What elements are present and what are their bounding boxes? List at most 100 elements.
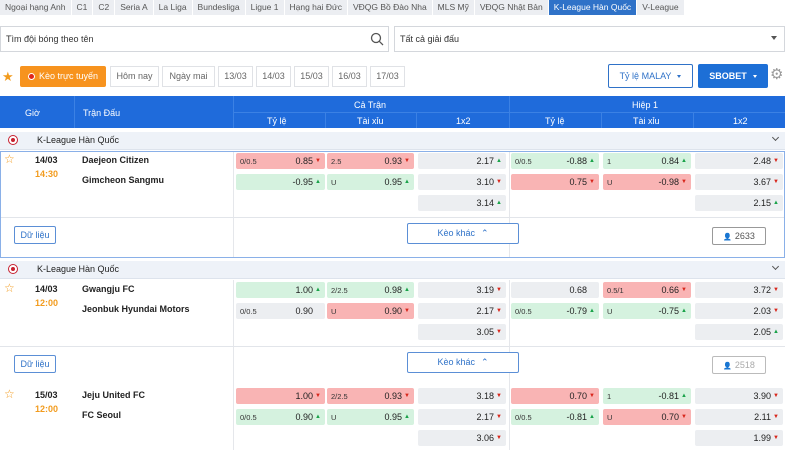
odds-cell[interactable]: 2/2.5 0.93 ▼: [327, 388, 414, 404]
odds-cell[interactable]: 0/0.5 -0.88 ▲: [511, 153, 599, 169]
watchers-badge[interactable]: 👤 2633: [712, 227, 766, 245]
odds-cell[interactable]: 0/0.5 -0.81 ▲: [511, 409, 599, 425]
odds-cell[interactable]: 2.17 ▼: [418, 303, 506, 319]
date-tab-1703[interactable]: 17/03: [370, 66, 405, 87]
league-row[interactable]: K-League Hàn Quốc: [0, 261, 785, 279]
date-tab-tomorrow[interactable]: Ngày mai: [162, 66, 215, 87]
odds-cell[interactable]: 0.70 ▼: [511, 388, 599, 404]
league-tab[interactable]: Ligue 1: [245, 0, 285, 15]
watchers-badge[interactable]: 👤 2518: [712, 356, 766, 374]
odds-cell[interactable]: 3.72 ▼: [695, 282, 783, 298]
odds-value: 1.00: [295, 285, 313, 295]
odds-cell[interactable]: U 0.95 ▲: [327, 174, 414, 190]
gear-icon[interactable]: ⚙: [770, 66, 784, 83]
date-tab-today[interactable]: Hôm nay: [110, 66, 159, 87]
league-tab[interactable]: Hạng hai Đức: [284, 0, 348, 15]
more-odds-label: Kèo khác: [437, 228, 475, 238]
odds-cell[interactable]: 2.11 ▼: [695, 409, 783, 425]
home-team: Jeju United FC: [82, 390, 146, 400]
league-tab[interactable]: V-League: [637, 0, 685, 15]
odds-cell[interactable]: 2.05 ▲: [695, 324, 783, 340]
match-date: 14/03: [35, 284, 58, 294]
odds-cell[interactable]: U 0.95 ▲: [327, 409, 414, 425]
league-tab[interactable]: C1: [71, 0, 94, 15]
odds-cell[interactable]: U 0.70 ▼: [603, 409, 691, 425]
bookmaker-select[interactable]: SBOBET: [698, 64, 768, 88]
league-tab[interactable]: C2: [93, 0, 116, 15]
team-search-input[interactable]: Tìm đội bóng theo tên: [6, 34, 94, 44]
odds-value: 0.90: [384, 306, 402, 316]
data-button[interactable]: Dữ liệu: [14, 226, 56, 244]
data-button[interactable]: Dữ liệu: [14, 355, 56, 373]
odds-cell[interactable]: 2.48 ▼: [695, 153, 783, 169]
odds-cell[interactable]: 2.15 ▲: [695, 195, 783, 211]
league-tab[interactable]: La Liga: [153, 0, 193, 15]
odds-cell[interactable]: 2.03 ▼: [695, 303, 783, 319]
odds-cell[interactable]: 1.00 ▼: [236, 388, 325, 404]
league-tab[interactable]: VĐQG Nhật Bản: [474, 0, 549, 15]
date-tab-1503[interactable]: 15/03: [294, 66, 329, 87]
odds-format-select[interactable]: Tỷ lệ MALAY: [608, 64, 693, 88]
league-select[interactable]: Tất cả giải đấu: [394, 26, 785, 52]
odds-cell[interactable]: 1 0.84 ▲: [603, 153, 691, 169]
odds-cell[interactable]: 3.14 ▲: [418, 195, 506, 211]
odds-cell[interactable]: 2.5 0.93 ▼: [327, 153, 414, 169]
odds-cell[interactable]: 3.67 ▼: [695, 174, 783, 190]
live-odds-button[interactable]: Kèo trực tuyến: [20, 66, 106, 87]
favorite-star-icon[interactable]: ☆: [4, 281, 15, 295]
odds-line: 0/0.5: [515, 413, 532, 422]
odds-cell[interactable]: 3.05 ▼: [418, 324, 506, 340]
date-tab-1403[interactable]: 14/03: [256, 66, 291, 87]
favorite-star-icon[interactable]: ☆: [4, 387, 15, 401]
league-tab[interactable]: Seria A: [115, 0, 154, 15]
odds-cell[interactable]: 0.5/1 0.66 ▼: [603, 282, 691, 298]
league-tab[interactable]: VĐQG Bồ Đào Nha: [347, 0, 433, 15]
odds-cell[interactable]: 0/0.5 0.90: [236, 303, 325, 319]
league-tab[interactable]: MLS Mỹ: [432, 0, 475, 15]
odds-cell[interactable]: 3.90 ▼: [695, 388, 783, 404]
odds-value: 3.67: [753, 177, 771, 187]
chevron-down-icon[interactable]: [771, 262, 780, 271]
odds-value: 0.70: [569, 391, 587, 401]
odds-cell[interactable]: 2.17 ▼: [418, 409, 506, 425]
more-odds-button[interactable]: Kèo khác ⌃: [407, 223, 519, 244]
favorite-star-icon[interactable]: ★: [2, 69, 14, 84]
col-full-match: Cả Trận: [354, 100, 387, 110]
league-tab[interactable]: K-League Hàn Quốc: [548, 0, 638, 15]
odds-cell[interactable]: 1.00 ▲: [236, 282, 325, 298]
favorite-star-icon[interactable]: ☆: [4, 152, 15, 166]
odds-value: 1.00: [295, 391, 313, 401]
odds-cell[interactable]: 0/0.5 0.90 ▲: [236, 409, 325, 425]
date-tab-1603[interactable]: 16/03: [332, 66, 367, 87]
home-team: Gwangju FC: [82, 284, 135, 294]
odds-cell[interactable]: 3.06 ▼: [418, 430, 506, 446]
odds-cell[interactable]: 3.19 ▼: [418, 282, 506, 298]
odds-cell[interactable]: U 0.90 ▼: [327, 303, 414, 319]
odds-cell[interactable]: U -0.75 ▲: [603, 303, 691, 319]
league-row[interactable]: K-League Hàn Quốc: [0, 132, 785, 150]
odds-cell[interactable]: 1 -0.81 ▲: [603, 388, 691, 404]
chevron-down-icon: [677, 75, 682, 78]
odds-cell[interactable]: 3.10 ▼: [418, 174, 506, 190]
odds-cell[interactable]: 0/0.5 -0.79 ▲: [511, 303, 599, 319]
odds-cell[interactable]: 0/0.5 0.85 ▼: [236, 153, 325, 169]
odds-cell[interactable]: 2.17 ▲: [418, 153, 506, 169]
league-tab[interactable]: Bundesliga: [192, 0, 246, 15]
odds-cell[interactable]: 0.68: [511, 282, 599, 298]
odds-cell[interactable]: U -0.98 ▼: [603, 174, 691, 190]
more-odds-button[interactable]: Kèo khác ⌃: [407, 352, 519, 373]
odds-cell[interactable]: -0.95 ▲: [236, 174, 325, 190]
odds-value: 2.17: [476, 306, 494, 316]
team-search-field[interactable]: Tìm đội bóng theo tên: [0, 26, 389, 52]
chevron-down-icon[interactable]: [771, 133, 780, 142]
date-tab-1303[interactable]: 13/03: [218, 66, 253, 87]
odds-cell[interactable]: 1.99 ▼: [695, 430, 783, 446]
live-odds-label: Kèo trực tuyến: [39, 71, 99, 81]
odds-cell[interactable]: 0.75 ▼: [511, 174, 599, 190]
odds-cell[interactable]: 3.18 ▼: [418, 388, 506, 404]
league-tab[interactable]: Ngoại hạng Anh: [0, 0, 72, 15]
search-icon[interactable]: [370, 32, 384, 48]
odds-cell[interactable]: 2/2.5 0.98 ▲: [327, 282, 414, 298]
korea-flag-icon: [8, 135, 18, 145]
arrow-down-icon: ▼: [681, 179, 687, 185]
